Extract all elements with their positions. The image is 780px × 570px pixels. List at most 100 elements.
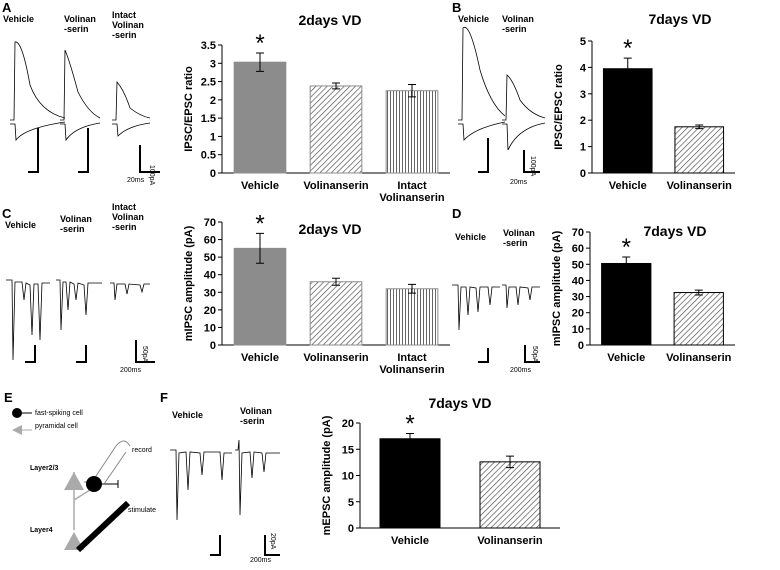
trace-label: Volinan -serin bbox=[240, 406, 272, 426]
trace-label: Vehicle bbox=[3, 14, 34, 24]
y-tick-label: 2 bbox=[580, 115, 586, 127]
x-tick-label: Vehicle bbox=[609, 180, 647, 192]
schematic bbox=[12, 408, 131, 553]
x-tick-label: Vehicle bbox=[391, 535, 429, 547]
scale-bar bbox=[478, 345, 540, 363]
y-axis-label: mIPSC amplitude (pA) bbox=[551, 230, 563, 346]
error-bar bbox=[408, 283, 416, 294]
trace-label: Intact Volinan -serin bbox=[112, 10, 144, 40]
error-bar bbox=[694, 289, 703, 296]
x-tick-label: Vehicle bbox=[241, 180, 279, 192]
y-tick-label: 70 bbox=[204, 217, 216, 229]
y-tick-label: 2 bbox=[210, 95, 216, 107]
scale-label: 200ms bbox=[250, 557, 272, 564]
bar bbox=[674, 126, 725, 174]
bar bbox=[601, 262, 652, 346]
panel-letter: F bbox=[160, 390, 168, 405]
panel-letter: E bbox=[4, 390, 13, 405]
y-tick-label: 10 bbox=[204, 322, 216, 334]
y-tick-label: 20 bbox=[572, 308, 584, 320]
panel-letter: A bbox=[2, 0, 12, 15]
schematic-label: stimulate bbox=[128, 507, 156, 514]
trace bbox=[110, 282, 150, 301]
bar bbox=[479, 461, 541, 529]
annotation: * bbox=[255, 30, 264, 57]
schematic-label: record bbox=[132, 447, 152, 454]
y-tick-label: 40 bbox=[204, 270, 216, 282]
chart-title: 7days VD bbox=[643, 223, 706, 239]
x-tick-label: Volinanserin bbox=[303, 180, 368, 192]
annotation: * bbox=[405, 411, 414, 438]
y-tick-label: 40 bbox=[572, 275, 584, 287]
pipette bbox=[95, 440, 131, 485]
y-tick-label: 5 bbox=[348, 497, 354, 509]
y-tick-label: 0.5 bbox=[201, 150, 216, 162]
trace bbox=[502, 74, 546, 151]
schematic-label: Layer2/3 bbox=[30, 465, 59, 472]
scale-label: 200ms bbox=[510, 367, 532, 374]
scale-label: 20pA bbox=[269, 533, 276, 550]
annotation: * bbox=[622, 234, 631, 261]
y-tick-label: 3.5 bbox=[201, 40, 216, 52]
y-axis-label: IPSC/EPSC ratio bbox=[553, 64, 565, 150]
y-tick-label: 4 bbox=[580, 62, 587, 74]
scale-label: 20ms bbox=[510, 179, 528, 186]
error-bar bbox=[623, 57, 632, 80]
trace bbox=[60, 49, 101, 142]
bar bbox=[379, 438, 441, 529]
chart-title: 7days VD bbox=[428, 395, 491, 411]
y-tick-label: 1 bbox=[580, 142, 586, 154]
bar bbox=[233, 61, 287, 174]
x-tick-label: Intact Volinanserin bbox=[379, 180, 444, 204]
y-axis-label: mIPSC amplitude (pA) bbox=[183, 225, 195, 341]
y-tick-label: 30 bbox=[204, 287, 216, 299]
trace-label: Vehicle bbox=[172, 410, 203, 420]
x-tick-label: Volinanserin bbox=[477, 535, 542, 547]
chart-title: 2days VD bbox=[298, 12, 361, 28]
trace bbox=[170, 449, 232, 521]
scale-bar bbox=[210, 535, 280, 556]
y-tick-label: 60 bbox=[572, 243, 584, 255]
y-tick-label: 0 bbox=[348, 523, 354, 535]
panel-letter: D bbox=[452, 206, 461, 221]
trace-label: Volinan -serin bbox=[60, 214, 92, 234]
legend-cell bbox=[12, 408, 22, 418]
trace bbox=[6, 279, 50, 361]
scale-label: 50pA bbox=[141, 346, 148, 363]
x-tick-label: Volinanserin bbox=[667, 180, 732, 192]
y-tick-label: 0 bbox=[580, 168, 586, 180]
panel-letter: C bbox=[2, 206, 12, 221]
y-tick-label: 1.5 bbox=[201, 113, 216, 125]
bar bbox=[602, 68, 653, 174]
trace bbox=[10, 41, 66, 142]
y-tick-label: 0 bbox=[210, 340, 216, 352]
error-bar bbox=[256, 232, 264, 264]
y-axis-label: mEPSC amplitude (pA) bbox=[321, 415, 333, 535]
y-tick-label: 20 bbox=[342, 418, 354, 430]
bar bbox=[309, 281, 363, 346]
scale-label: 50pA bbox=[531, 346, 538, 363]
annotation: * bbox=[623, 35, 632, 62]
trace-label: Vehicle bbox=[455, 232, 486, 242]
traces bbox=[6, 26, 546, 556]
stimulator bbox=[75, 500, 131, 553]
bar bbox=[385, 288, 439, 346]
y-tick-label: 0 bbox=[578, 340, 584, 352]
bar bbox=[309, 85, 363, 174]
y-tick-label: 2.5 bbox=[201, 77, 216, 89]
scale-label: 100pA bbox=[148, 165, 155, 186]
trace bbox=[452, 284, 500, 331]
error-bar bbox=[332, 82, 340, 90]
y-tick-label: 20 bbox=[204, 305, 216, 317]
x-tick-label: Volinanserin bbox=[303, 352, 368, 364]
chart-title: 2days VD bbox=[298, 221, 361, 237]
legend-cell bbox=[12, 425, 22, 435]
y-tick-label: 3 bbox=[210, 58, 216, 70]
y-tick-label: 60 bbox=[204, 235, 216, 247]
y-tick-label: 3 bbox=[580, 89, 586, 101]
scale-bar bbox=[28, 128, 160, 173]
fast-spiking-cell bbox=[86, 476, 102, 492]
y-tick-label: 70 bbox=[572, 227, 584, 239]
error-bar bbox=[695, 124, 704, 130]
